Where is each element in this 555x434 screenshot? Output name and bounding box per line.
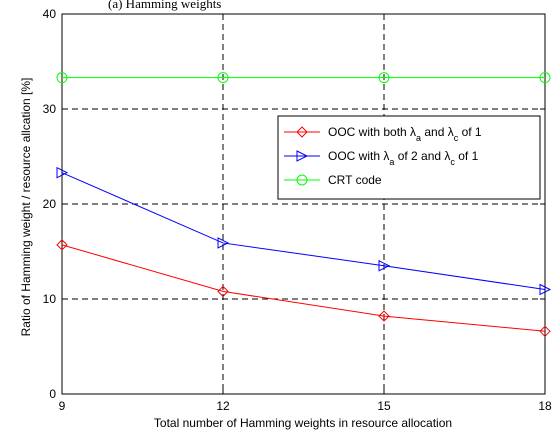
- x-axis-label: Total number of Hamming weights in resou…: [154, 416, 452, 430]
- data-point: [378, 72, 390, 84]
- data-point: [378, 259, 391, 272]
- legend-label: OOC with λa of 2 and λc of 1: [328, 149, 479, 167]
- y-tick-label: 0: [49, 387, 56, 401]
- data-point: [539, 325, 551, 338]
- data-point: [56, 72, 68, 84]
- legend: OOC with both λa and λc of 1 OOC with λa …: [277, 115, 541, 200]
- legend-label: OOC with both λa and λc of 1: [328, 125, 482, 143]
- data-point: [217, 285, 229, 298]
- data-point: [539, 72, 551, 84]
- series-3: [56, 72, 551, 84]
- x-tick-label: 18: [538, 399, 552, 413]
- series-group: [56, 72, 552, 338]
- y-tick-label: 20: [43, 197, 57, 211]
- axis-ticks: 9 12 15 18 0 10 20 30 40: [43, 7, 552, 413]
- data-point: [539, 283, 552, 296]
- x-tick-label: 15: [377, 399, 391, 413]
- diamond-marker: [296, 126, 308, 138]
- data-point: [56, 166, 69, 179]
- series-1: [56, 239, 551, 338]
- series-line: [61, 244, 546, 332]
- series-line: [61, 172, 546, 290]
- data-point: [217, 237, 230, 249]
- y-tick-label: 30: [43, 102, 57, 116]
- x-tick-label: 9: [59, 399, 66, 413]
- y-tick-label: 40: [43, 7, 57, 21]
- data-point: [56, 239, 68, 251]
- legend-label: CRT code: [328, 173, 382, 187]
- x-tick-label: 12: [216, 399, 230, 413]
- legend-entry: OOC with both λa and λc of 1: [284, 125, 482, 143]
- legend-entry: CRT code: [284, 173, 382, 187]
- series-2: [56, 166, 552, 296]
- data-point: [378, 310, 390, 322]
- triangle-marker: [296, 150, 309, 162]
- legend-box: [277, 115, 541, 200]
- y-axis-label: Ratio of Hamming weight / resource allca…: [19, 78, 33, 337]
- circle-marker: [296, 174, 308, 186]
- y-tick-label: 10: [43, 292, 57, 306]
- legend-entry: OOC with λa of 2 and λc of 1: [284, 149, 479, 167]
- header-fragment: (a) Hamming weights: [108, 0, 221, 11]
- data-point: [217, 72, 229, 84]
